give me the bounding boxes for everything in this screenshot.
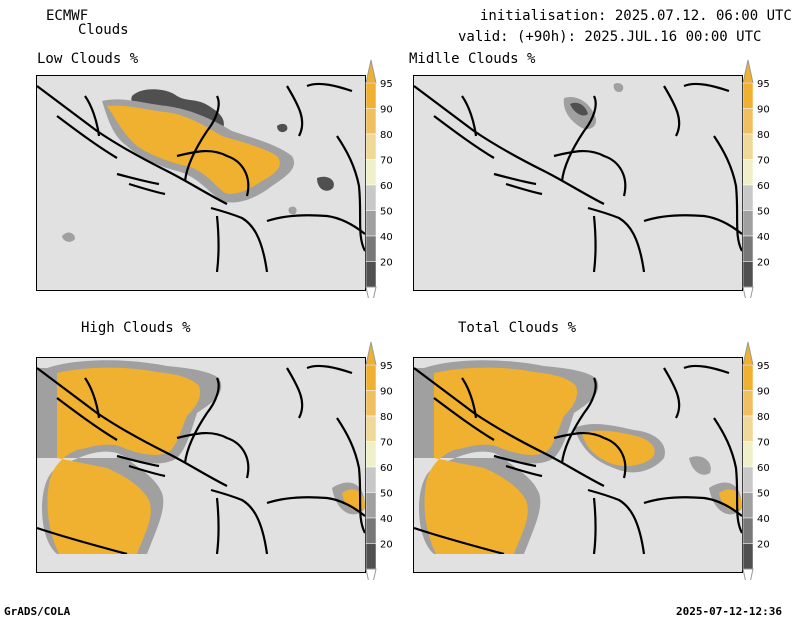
colorbar-level-label: 20	[757, 540, 770, 551]
colorbar-graphic: 95 90 80 70 60 50 40 20	[365, 59, 393, 311]
colorbar-graphic: 95 90 80 70 60 50 40 20	[365, 341, 393, 593]
colorbar-segment	[365, 235, 377, 262]
colorbar-level-label: 50	[380, 207, 393, 218]
colorbar-segment	[742, 133, 754, 160]
colorbar-segment	[742, 517, 754, 544]
colorbar-high: 95 90 80 70 60 50 40 20	[364, 340, 420, 593]
colorbar-level-label: 50	[380, 489, 393, 500]
colorbar-level-label: 95	[757, 79, 770, 90]
colorbar-level-label: 70	[380, 438, 393, 449]
colorbar-level-label: 70	[757, 438, 770, 449]
colorbar-segment	[365, 543, 377, 570]
colorbar-segment	[742, 441, 754, 468]
model-name: ECMWF	[46, 8, 89, 24]
map-panel-low-clouds	[36, 75, 366, 291]
colorbar-level-label: 80	[757, 412, 770, 423]
colorbar-segment	[365, 492, 377, 519]
colorbar-segment	[742, 364, 754, 391]
colorbar-segment	[365, 517, 377, 544]
colorbar-segment	[365, 415, 377, 442]
colorbar-level-label: 40	[757, 514, 770, 525]
map-panel-middle-clouds	[413, 75, 743, 291]
map-low-clouds	[37, 82, 365, 272]
map-high-clouds	[37, 360, 365, 554]
colorbar-level-label: 90	[757, 387, 770, 398]
colorbar-level-label: 80	[380, 412, 393, 423]
colorbar-level-label: 60	[757, 463, 770, 474]
colorbar-level-label: 95	[757, 361, 770, 372]
panel-title-middle: Midlle Clouds %	[409, 51, 536, 67]
colorbar-segment	[742, 108, 754, 135]
colorbar-level-label: 50	[757, 489, 770, 500]
colorbar-level-label: 50	[757, 207, 770, 218]
colorbar-segment	[365, 210, 377, 237]
valid-time: valid: (+90h): 2025.JUL.16 00:00 UTC	[458, 29, 762, 45]
init-time: initialisation: 2025.07.12. 06:00 UTC	[480, 8, 792, 24]
colorbar-segment	[742, 415, 754, 442]
panel-title-high: High Clouds %	[81, 320, 191, 336]
colorbar-segment	[365, 466, 377, 493]
colorbar-graphic: 95 90 80 70 60 50 40 20	[742, 341, 770, 593]
colorbar-level-label: 60	[380, 463, 393, 474]
map-panel-total-clouds	[413, 357, 743, 573]
colorbar-segment	[742, 82, 754, 109]
colorbar-top-arrow	[365, 341, 377, 366]
colorbar-segment	[742, 261, 754, 288]
colorbar-segment	[742, 159, 754, 186]
colorbar-level-label: 95	[380, 361, 393, 372]
colorbar-segment	[365, 108, 377, 135]
footer-timestamp: 2025-07-12-12:36	[676, 605, 782, 618]
map-middle-clouds	[414, 82, 742, 272]
colorbar-level-label: 60	[757, 181, 770, 192]
colorbar-bottom-arrow	[365, 286, 377, 311]
colorbar-segment	[742, 210, 754, 237]
colorbar-graphic: 95 90 80 70 60 50 40 20	[742, 59, 770, 311]
colorbar-segment	[365, 390, 377, 417]
colorbar-segment	[742, 235, 754, 262]
colorbar-level-label: 80	[757, 130, 770, 141]
colorbar-low: 95 90 80 70 60 50 40 20	[364, 58, 420, 311]
colorbar-level-label: 80	[380, 130, 393, 141]
colorbar-segment	[365, 261, 377, 288]
colorbar-segment	[365, 82, 377, 109]
colorbar-level-label: 70	[757, 156, 770, 167]
map-total-clouds	[414, 360, 742, 554]
footer-software: GrADS/COLA	[4, 605, 71, 618]
colorbar-bottom-arrow	[365, 568, 377, 593]
colorbar-total: 95 90 80 70 60 50 40 20	[741, 340, 797, 593]
colorbar-level-label: 20	[757, 258, 770, 269]
colorbar-segment	[365, 133, 377, 160]
panel-title-total: Total Clouds %	[458, 320, 577, 336]
colorbar-segment	[365, 184, 377, 211]
colorbar-level-label: 40	[380, 232, 393, 243]
colorbar-level-label: 20	[380, 540, 393, 551]
colorbar-segment	[742, 184, 754, 211]
colorbar-level-label: 90	[380, 105, 393, 116]
colorbar-top-arrow	[365, 59, 377, 84]
colorbar-level-label: 60	[380, 181, 393, 192]
colorbar-level-label: 70	[380, 156, 393, 167]
colorbar-level-label: 90	[757, 105, 770, 116]
colorbar-segment	[742, 543, 754, 570]
colorbar-top-arrow	[742, 59, 754, 84]
colorbar-segment	[365, 441, 377, 468]
colorbar-top-arrow	[742, 341, 754, 366]
colorbar-level-label: 90	[380, 387, 393, 398]
colorbar-middle: 95 90 80 70 60 50 40 20	[741, 58, 797, 311]
colorbar-bottom-arrow	[742, 568, 754, 593]
panel-title-low: Low Clouds %	[37, 51, 139, 67]
product-name: Clouds	[78, 22, 129, 38]
colorbar-level-label: 20	[380, 258, 393, 269]
colorbar-segment	[742, 390, 754, 417]
colorbar-bottom-arrow	[742, 286, 754, 311]
colorbar-segment	[365, 159, 377, 186]
colorbar-level-label: 95	[380, 79, 393, 90]
colorbar-level-label: 40	[380, 514, 393, 525]
colorbar-level-label: 40	[757, 232, 770, 243]
colorbar-segment	[365, 364, 377, 391]
map-panel-high-clouds	[36, 357, 366, 573]
colorbar-segment	[742, 492, 754, 519]
colorbar-segment	[742, 466, 754, 493]
